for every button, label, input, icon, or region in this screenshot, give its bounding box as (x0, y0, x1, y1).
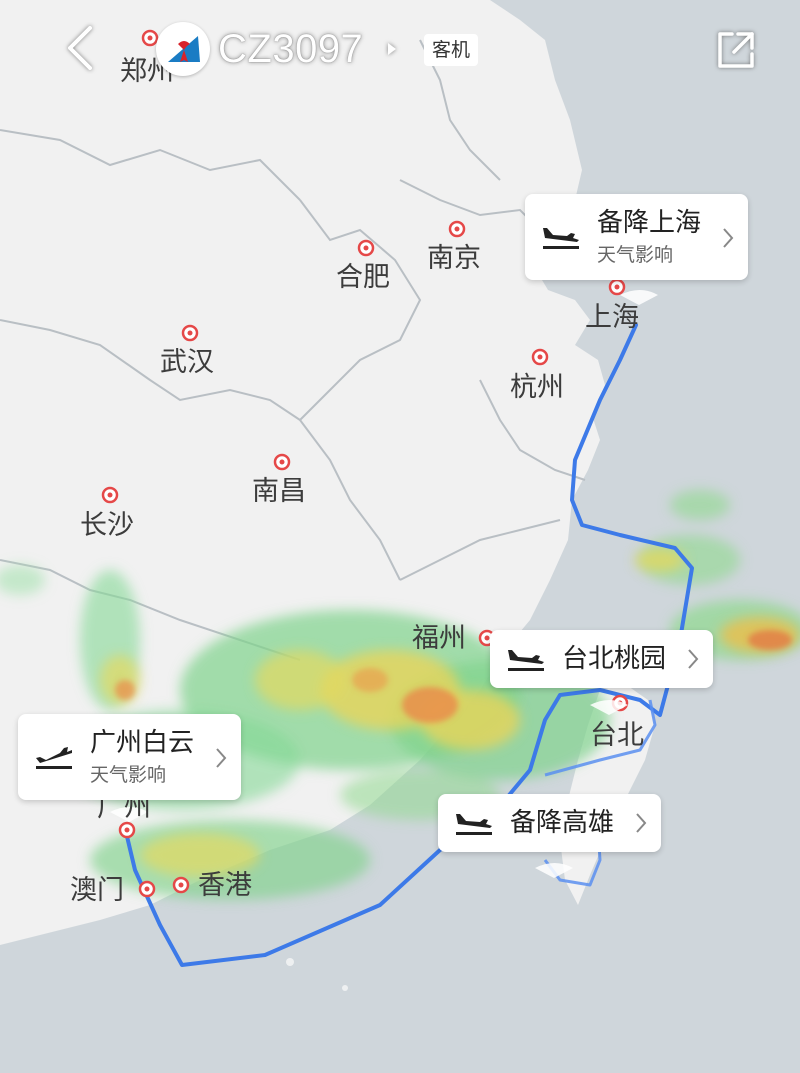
card-subtitle: 天气影响 (597, 244, 674, 266)
chevron-right-icon (688, 649, 699, 669)
card-subtitle: 天气影响 (90, 764, 167, 786)
top-bar: CZ3097 客机 (0, 0, 800, 100)
city-label-wuhan: 武汉 (160, 347, 214, 378)
landing-plane-icon (508, 650, 544, 671)
flight-caret-icon[interactable] (388, 43, 396, 55)
landing-plane-icon (456, 814, 492, 835)
card-title: 备降高雄 (510, 808, 615, 838)
city-label-macau: 澳门 (70, 875, 124, 906)
airport-card-shanghai[interactable]: 备降上海 天气影响 (525, 194, 748, 280)
chevron-right-icon (216, 748, 227, 768)
city-label-fuzhou: 福州 (412, 623, 466, 654)
card-title: 广州白云 (90, 728, 195, 758)
city-label-hefei: 合肥 (336, 262, 390, 293)
back-arrow-icon[interactable] (60, 22, 100, 74)
city-label-hangzhou: 杭州 (510, 372, 564, 403)
flight-number[interactable]: CZ3097 (218, 27, 364, 71)
island (342, 985, 348, 991)
share-icon[interactable] (712, 26, 760, 74)
landing-plane-icon (543, 228, 579, 249)
airport-card-taipei-taoyuan[interactable]: 台北桃园 (490, 630, 713, 688)
airport-card-guangzhou-baiyun[interactable]: 广州白云 天气影响 (18, 714, 241, 800)
airport-pins (110, 290, 658, 878)
city-label-hongkong: 香港 (198, 870, 252, 901)
card-title: 备降上海 (597, 208, 702, 238)
aircraft-type-badge: 客机 (424, 34, 479, 66)
city-label-taipei: 台北 (590, 720, 644, 751)
chevron-right-icon (636, 813, 647, 833)
card-title: 台北桃园 (562, 644, 667, 674)
takeoff-plane-icon (36, 747, 72, 769)
city-label-nanjing: 南京 (427, 243, 481, 274)
city-label-nanchang: 南昌 (252, 476, 306, 507)
chevron-right-icon (723, 228, 734, 248)
china-southern-logo-icon (156, 22, 210, 76)
island (286, 958, 294, 966)
city-label-changsha: 长沙 (80, 510, 134, 541)
airport-card-kaohsiung[interactable]: 备降高雄 (438, 794, 661, 852)
city-label-shanghai: 上海 (585, 302, 639, 333)
